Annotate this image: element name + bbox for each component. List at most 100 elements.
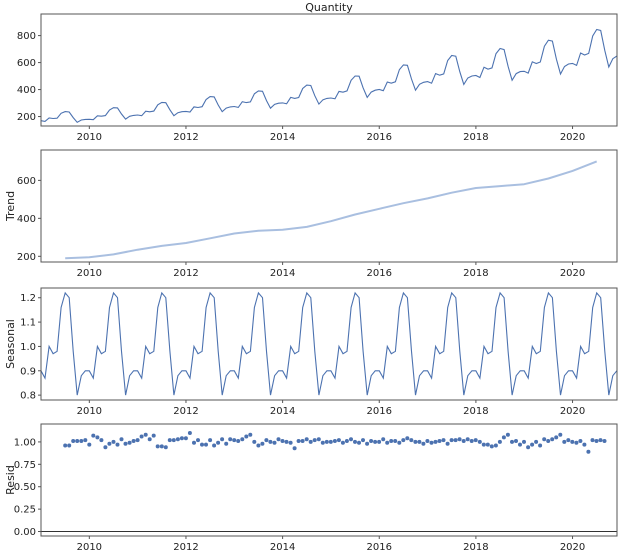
x-tick-label: 2020: [560, 132, 585, 143]
y-tick-label: 1.1: [20, 318, 36, 329]
resid-point: [312, 438, 317, 443]
y-axis-title: Seasonal: [4, 319, 17, 369]
x-tick-label: 2020: [560, 542, 585, 553]
resid-point: [216, 440, 221, 445]
resid-point: [187, 431, 192, 435]
y-tick-label: 0.50: [14, 482, 36, 493]
resid-point: [473, 438, 478, 443]
y-tick-label: 0.75: [14, 460, 36, 471]
resid-point: [373, 439, 378, 444]
plot-area: [41, 28, 617, 124]
x-tick-label: 2016: [367, 406, 392, 417]
y-tick-label: 600: [17, 58, 36, 69]
resid-point: [95, 435, 100, 440]
resid-point: [489, 444, 494, 449]
resid-point: [453, 438, 458, 443]
resid-point: [232, 438, 237, 443]
resid-point: [546, 439, 551, 443]
resid-point: [196, 438, 200, 443]
resid-point: [272, 440, 277, 445]
resid-point: [562, 439, 567, 444]
x-tick-label: 2014: [270, 132, 295, 143]
resid-point: [550, 437, 555, 442]
x-tick-label: 2016: [367, 542, 392, 553]
resid-point: [328, 439, 333, 444]
resid-point: [75, 439, 80, 443]
resid-point: [530, 442, 535, 447]
resid-point: [554, 435, 559, 440]
axes-frame: [40, 287, 618, 401]
seasonal-series-line: [41, 291, 617, 396]
resid-point: [357, 440, 361, 445]
y-tick-label: 1.2: [20, 293, 36, 304]
resid-point: [457, 437, 462, 442]
resid-point: [425, 439, 430, 443]
y-tick-label: 400: [17, 214, 36, 225]
resid-point: [449, 438, 454, 443]
resid-point: [264, 438, 269, 443]
resid-point: [147, 437, 152, 442]
resid-point: [574, 440, 579, 445]
resid-point: [308, 439, 313, 444]
resid-point: [224, 441, 229, 446]
resid-point: [135, 438, 140, 443]
resid-point: [268, 439, 273, 444]
resid-point: [421, 441, 426, 446]
resid-point: [381, 437, 386, 442]
resid-point: [526, 445, 531, 450]
resid-point: [304, 437, 309, 442]
resid-point: [365, 441, 370, 446]
resid-point: [522, 439, 526, 444]
x-tick-label: 2012: [173, 542, 198, 553]
x-tick-label: 2012: [173, 268, 198, 279]
x-tick-label: 2014: [270, 542, 295, 553]
resid-point: [441, 438, 446, 443]
resid-point: [477, 439, 482, 444]
resid-point: [83, 438, 88, 443]
resid-point: [481, 442, 486, 447]
y-tick-label: 1.0: [20, 342, 36, 353]
resid-point: [228, 437, 233, 442]
resid-point: [163, 445, 168, 450]
resid-point: [582, 442, 587, 447]
resid-point: [192, 440, 196, 445]
resid-point: [244, 434, 249, 439]
y-axis-title: Resid: [4, 465, 17, 495]
x-tick-label: 2018: [463, 132, 488, 143]
resid-point: [397, 440, 402, 445]
resid-point: [558, 432, 563, 437]
resid-point: [361, 438, 365, 443]
resid-point: [119, 437, 124, 442]
plot-area: [41, 431, 617, 533]
resid-point: [501, 435, 506, 440]
resid-point: [349, 437, 353, 442]
resid-point: [324, 439, 329, 444]
x-tick-label: 2012: [173, 406, 198, 417]
resid-point: [123, 441, 128, 446]
y-tick-label: 0.25: [14, 505, 36, 516]
resid-point: [393, 439, 398, 443]
resid-point: [437, 439, 442, 443]
resid-point: [445, 441, 450, 446]
x-tick-label: 2018: [463, 406, 488, 417]
panels: 2010 2012 2014 2016 2018 2020 200 400 600 800 Quan…: [4, 1, 618, 553]
observed-series-line: [41, 28, 617, 124]
axes-frame: [40, 149, 618, 263]
resid-point: [542, 437, 547, 442]
resid-point: [590, 438, 595, 443]
y-tick-label: 200: [17, 112, 36, 123]
resid-point: [578, 439, 583, 443]
resid-point: [433, 439, 438, 444]
resid-point: [107, 441, 112, 446]
resid-point: [280, 439, 285, 443]
resid-point: [71, 439, 76, 443]
x-tick-label: 2012: [173, 132, 198, 143]
x-tick-label: 2020: [560, 406, 585, 417]
resid-point: [252, 439, 257, 444]
resid-point: [505, 432, 510, 437]
resid-point: [284, 439, 289, 444]
axes-frame: [40, 13, 618, 127]
x-tick-label: 2020: [560, 268, 585, 279]
resid-point: [518, 442, 522, 447]
